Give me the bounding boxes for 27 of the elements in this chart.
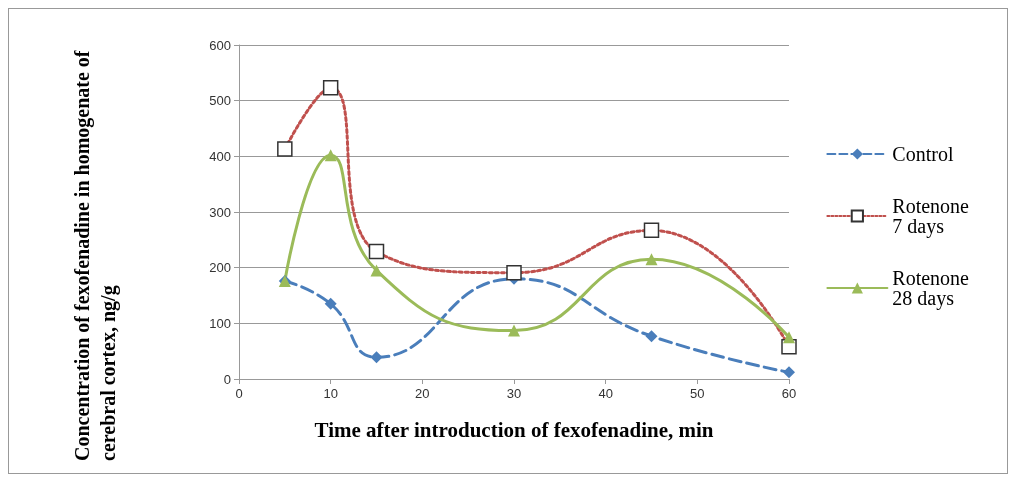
point [508,324,520,337]
legend-label: Rotenone 7 days [892,195,975,238]
x-tick-label: 20 [415,386,430,401]
legend-label: Rotenone 28 days [892,267,975,310]
x-tick-label: 10 [323,386,338,401]
y-tick-label: 500 [209,93,231,109]
y-tick-label: 300 [209,204,231,220]
x-tick-label: 0 [235,386,243,401]
point [783,331,795,344]
x-tick-label: 60 [781,386,797,401]
x-axis-title: Time after introduction of fexofenadine, min [314,417,714,442]
x-tick-label: 50 [690,386,705,401]
point [645,330,658,343]
y-axis-title: Concentration of fexofenadine in homogenate of cerebral cortex, ng/g [71,45,120,461]
x-tick-label: 40 [598,386,613,401]
point [324,149,337,162]
y-tick-label: 0 [223,371,231,387]
y-tick-label: 400 [209,148,231,164]
point [324,297,337,310]
y-tick-label: 200 [209,260,231,276]
point [370,351,383,364]
y-tick-label: 600 [209,37,231,53]
point [645,253,658,266]
x-tick-label: 30 [506,386,522,401]
point [783,366,795,379]
legend-label: Control [892,143,954,165]
y-tick-label: 100 [209,315,231,331]
